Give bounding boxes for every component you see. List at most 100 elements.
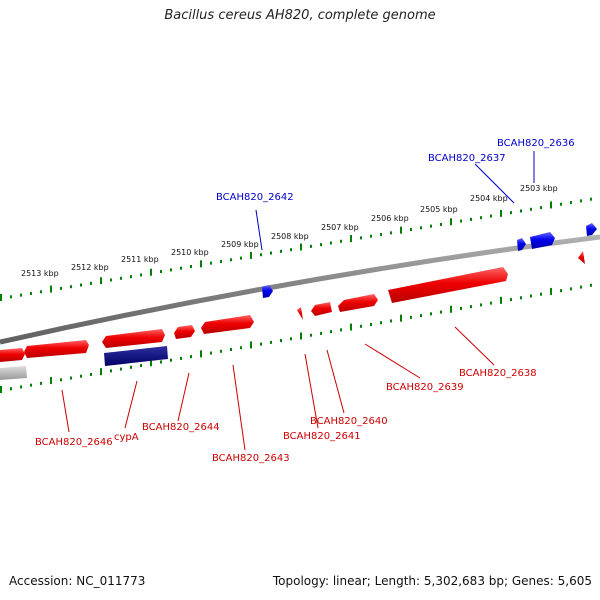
lower-minor-tick bbox=[40, 381, 42, 385]
kbp-label: 2511 kbp bbox=[121, 255, 159, 264]
lower-minor-tick bbox=[130, 365, 132, 369]
lower-minor-tick bbox=[370, 323, 372, 327]
gene-feature-navy[interactable] bbox=[104, 346, 168, 366]
upper-major-tick bbox=[0, 294, 2, 301]
gene-feature-gray[interactable] bbox=[0, 366, 27, 380]
upper-minor-tick bbox=[320, 243, 322, 247]
upper-minor-tick bbox=[340, 239, 342, 243]
gene-feature-2644[interactable] bbox=[174, 325, 195, 339]
upper-minor-tick bbox=[60, 286, 62, 290]
upper-minor-tick bbox=[330, 241, 332, 245]
upper-minor-tick bbox=[560, 202, 562, 206]
accession-text: Accession: NC_011773 bbox=[9, 574, 146, 588]
gene-label-2641[interactable]: BCAH820_2641 bbox=[283, 431, 361, 442]
upper-major-tick bbox=[50, 285, 52, 293]
lower-major-tick bbox=[500, 296, 502, 304]
lower-minor-tick bbox=[530, 294, 532, 298]
gene-label-2640[interactable]: BCAH820_2640 bbox=[310, 416, 388, 427]
upper-minor-tick bbox=[120, 276, 122, 280]
lower-major-tick bbox=[250, 341, 252, 349]
upper-minor-tick bbox=[430, 224, 432, 228]
kbp-label: 2513 kbp bbox=[21, 269, 59, 278]
upper-minor-tick bbox=[360, 236, 362, 240]
upper-minor-tick bbox=[470, 217, 472, 221]
lower-minor-tick bbox=[340, 328, 342, 332]
kbp-scale: 2513 kbp 2512 kbp 2511 kbp 2510 kbp 2509 kbp… bbox=[21, 184, 558, 278]
gene-feature-red-edge[interactable] bbox=[578, 251, 585, 264]
upper-minor-tick bbox=[530, 207, 532, 211]
gene-feature-blue-2636[interactable] bbox=[530, 232, 555, 249]
lower-minor-tick bbox=[60, 378, 62, 382]
gene-feature-blue-edge[interactable] bbox=[586, 223, 597, 236]
upper-minor-tick bbox=[370, 234, 372, 238]
lower-minor-tick bbox=[140, 364, 142, 368]
upper-minor-tick bbox=[20, 293, 22, 297]
gene-feature-2639[interactable] bbox=[338, 294, 378, 312]
gene-label-2642[interactable]: BCAH820_2642 bbox=[216, 192, 294, 203]
upper-tick-track bbox=[0, 197, 592, 301]
genome-title: Bacillus cereus AH820, complete genome bbox=[164, 8, 436, 23]
lower-minor-tick bbox=[360, 324, 362, 328]
gene-label-2644[interactable]: BCAH820_2644 bbox=[142, 422, 220, 433]
upper-minor-tick bbox=[110, 278, 112, 282]
upper-minor-tick bbox=[310, 244, 312, 248]
lower-minor-tick bbox=[510, 298, 512, 302]
genome-backbone bbox=[0, 234, 600, 345]
lower-minor-tick bbox=[80, 374, 82, 378]
lower-minor-tick bbox=[440, 310, 442, 314]
upper-minor-tick bbox=[440, 222, 442, 226]
lower-minor-tick bbox=[570, 287, 572, 291]
upper-minor-tick bbox=[510, 211, 512, 215]
gene-feature-2638[interactable] bbox=[388, 267, 508, 303]
upper-major-tick bbox=[550, 201, 552, 209]
gene-feature-blue-2637[interactable] bbox=[517, 238, 526, 251]
upper-minor-tick bbox=[460, 219, 462, 223]
lower-minor-tick bbox=[270, 340, 272, 344]
gene-feature-2640[interactable] bbox=[311, 302, 332, 316]
gene-feature-left-edge[interactable] bbox=[0, 348, 25, 362]
lower-minor-tick bbox=[160, 360, 162, 364]
kbp-label: 2504 kbp bbox=[470, 194, 508, 203]
gene-label-2646[interactable]: BCAH820_2646 bbox=[35, 437, 113, 448]
gene-features bbox=[0, 223, 597, 380]
kbp-label: 2503 kbp bbox=[520, 184, 558, 193]
gene-feature-2641[interactable] bbox=[297, 307, 303, 320]
upper-minor-tick bbox=[40, 290, 42, 294]
upper-minor-tick bbox=[170, 268, 172, 272]
gene-label-2636[interactable]: BCAH820_2636 bbox=[497, 138, 575, 149]
gene-feature-2646[interactable] bbox=[24, 340, 89, 358]
gene-feature-cypA[interactable] bbox=[102, 329, 165, 348]
upper-major-tick bbox=[100, 277, 102, 285]
upper-minor-tick bbox=[90, 281, 92, 285]
upper-major-tick bbox=[200, 260, 202, 268]
upper-minor-tick bbox=[540, 206, 542, 210]
upper-minor-tick bbox=[380, 233, 382, 237]
gene-label-2638[interactable]: BCAH820_2638 bbox=[459, 368, 537, 379]
upper-minor-tick bbox=[30, 291, 32, 295]
upper-major-tick bbox=[350, 235, 352, 243]
upper-minor-tick bbox=[520, 209, 522, 213]
lower-minor-tick bbox=[390, 319, 392, 323]
lower-minor-tick bbox=[110, 369, 112, 373]
label-leaders bbox=[61, 151, 535, 451]
kbp-label: 2512 kbp bbox=[71, 263, 109, 272]
gene-feature-2643[interactable] bbox=[201, 315, 254, 334]
lower-minor-tick bbox=[190, 355, 192, 359]
lower-minor-tick bbox=[30, 383, 32, 387]
genome-stats-text: Topology: linear; Length: 5,302,683 bp; … bbox=[272, 574, 592, 588]
lower-minor-tick bbox=[180, 356, 182, 360]
lower-minor-tick bbox=[380, 321, 382, 325]
upper-minor-tick bbox=[390, 231, 392, 235]
lower-minor-tick bbox=[310, 333, 312, 337]
gene-label-2639[interactable]: BCAH820_2639 bbox=[386, 382, 464, 393]
gene-label-2637[interactable]: BCAH820_2637 bbox=[428, 153, 506, 164]
upper-minor-tick bbox=[160, 270, 162, 274]
gene-label-cypA[interactable]: cypA bbox=[114, 432, 139, 443]
upper-minor-tick bbox=[220, 259, 222, 263]
gene-feature-blue-2642[interactable] bbox=[262, 285, 273, 298]
gene-label-2643[interactable]: BCAH820_2643 bbox=[212, 453, 290, 464]
upper-minor-tick bbox=[260, 253, 262, 257]
upper-major-tick bbox=[450, 218, 452, 226]
lower-major-tick bbox=[150, 359, 152, 367]
lower-major-tick bbox=[300, 332, 302, 340]
